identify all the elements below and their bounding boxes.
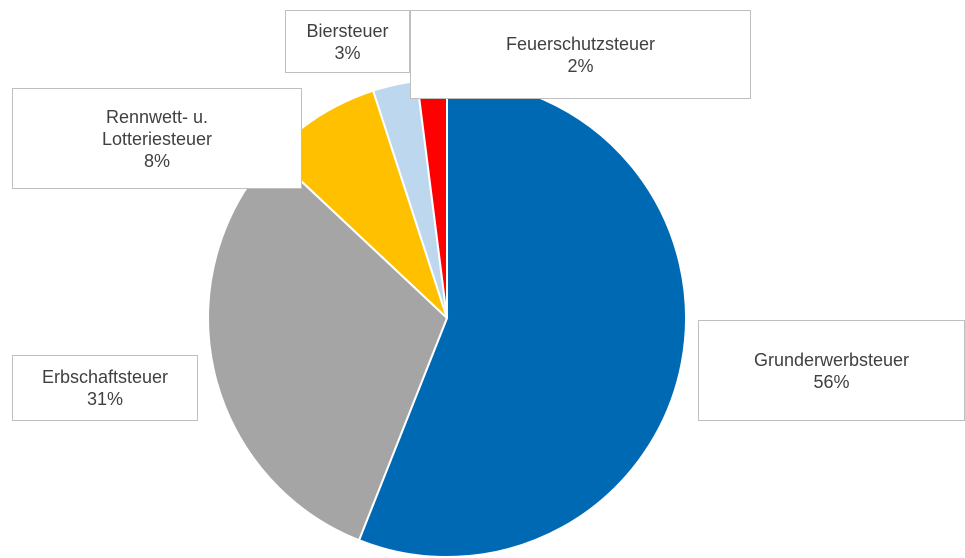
- category-label: Grunderwerbsteuer: [753, 349, 910, 370]
- value-label: 56%: [813, 371, 850, 392]
- pie-slice: [207, 152, 449, 542]
- category-label: Erbschaftsteuer: [41, 367, 169, 387]
- value-label: 8%: [143, 150, 170, 171]
- data-label: Grunderwerbsteuer 56%: [698, 320, 965, 421]
- data-label: Erbschaftsteuer 31%: [12, 355, 198, 421]
- value-label: 31%: [86, 389, 124, 409]
- pie-slice: [357, 77, 687, 558]
- category-label: Rennwett- u. Lotteriesteuer: [101, 106, 213, 149]
- value-label: 3%: [334, 42, 361, 63]
- data-label: Rennwett- u. Lotteriesteuer 8%: [12, 88, 302, 189]
- value-label: 2%: [567, 55, 594, 76]
- category-label: Biersteuer: [306, 20, 389, 41]
- category-label: Feuerschutzsteuer: [505, 33, 656, 54]
- data-label: Feuerschutzsteuer 2%: [410, 10, 751, 99]
- data-label: Biersteuer 3%: [285, 10, 410, 73]
